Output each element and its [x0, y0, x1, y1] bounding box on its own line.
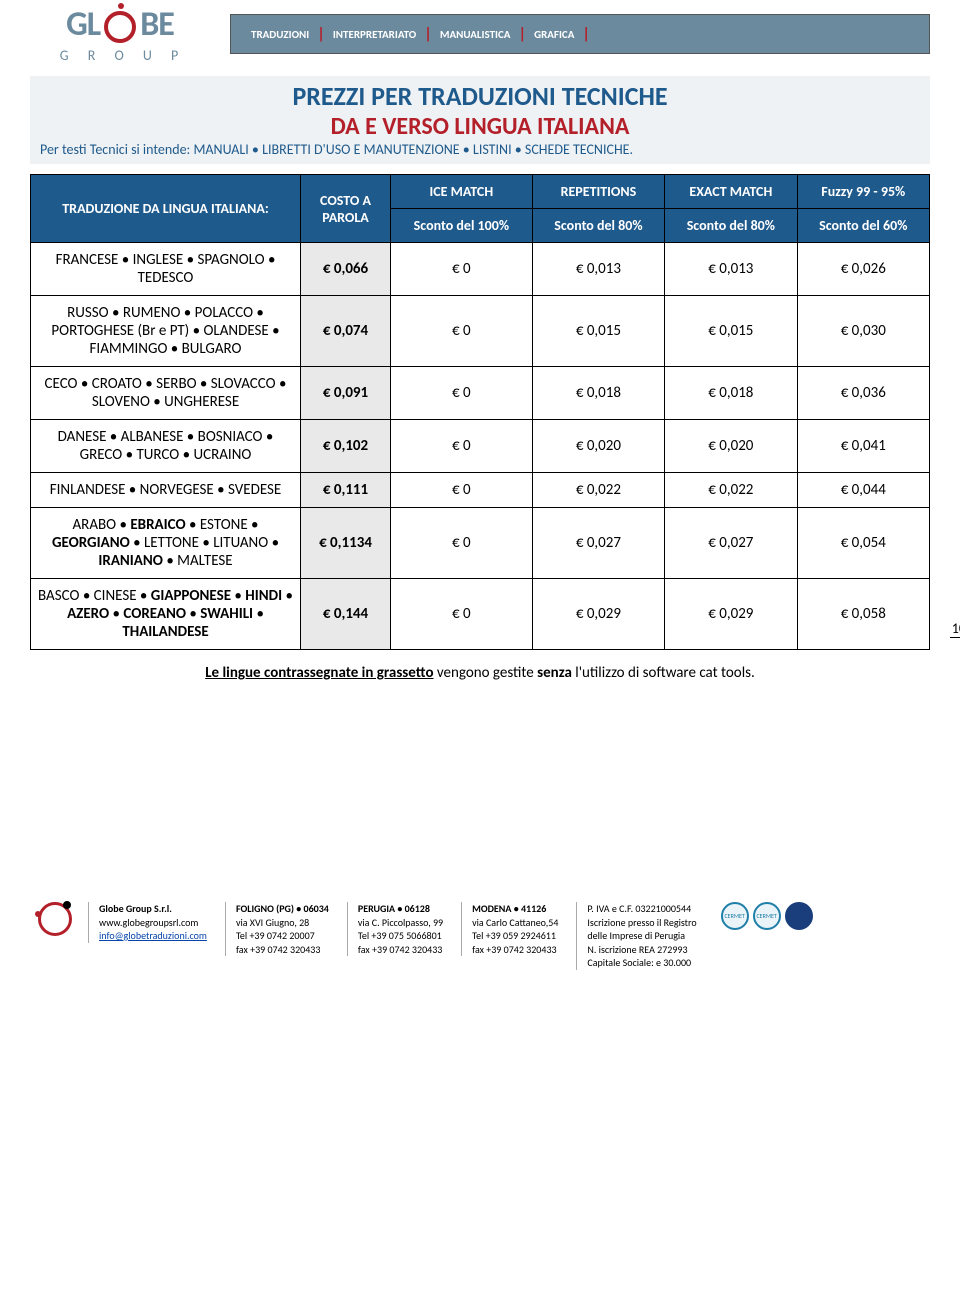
title-desc: Per testi Tecnici si intende: MANUALI • … [40, 141, 920, 158]
value-cell: € 0,022 [532, 473, 664, 508]
value-cell: € 0,054 [797, 508, 929, 579]
value-cell: € 0 [391, 243, 533, 296]
value-cell: € 0,029 [665, 579, 797, 650]
footer-logo-icon [30, 902, 80, 936]
value-cell: € 0,013 [532, 243, 664, 296]
cert-badges: CERMET CERMET [721, 902, 813, 930]
nav-item: TRADUZIONI [251, 28, 309, 41]
cert-badge-icon: CERMET [753, 902, 781, 930]
value-cell: € 0,018 [665, 367, 797, 420]
value-cell: € 0,044 [797, 473, 929, 508]
value-cell: € 0,041 [797, 420, 929, 473]
cost-cell: € 0,111 [301, 473, 391, 508]
value-cell: € 0,013 [665, 243, 797, 296]
th-cost: COSTO A PAROLA [301, 175, 391, 243]
row-label: ARABO • EBRAICO • ESTONE • GEORGIANO • L… [31, 508, 301, 579]
footer-company: Globe Group S.r.l. www.globegroupsrl.com… [88, 902, 217, 943]
th-sub: Sconto del 60% [797, 209, 929, 243]
logo: GL BE G R O U P [30, 4, 210, 64]
value-cell: € 0,058 [797, 579, 929, 650]
logo-group: G R O U P [60, 47, 187, 64]
price-table: TRADUZIONE DA LINGUA ITALIANA: COSTO A P… [30, 174, 930, 650]
footer-email-link[interactable]: info@globetraduzioni.com [99, 929, 207, 942]
value-cell: € 0 [391, 508, 533, 579]
footer-legal: P. IVA e C.F. 03221000544 Iscrizione pre… [576, 902, 706, 970]
title-sub: DA E VERSO LINGUA ITALIANA [40, 112, 920, 141]
cert-badge-icon [785, 902, 813, 930]
title-main: PREZZI PER TRADUZIONI TECNICHE [40, 80, 920, 112]
th-sub: Sconto del 80% [665, 209, 797, 243]
row-label: BASCO • CINESE • GIAPPONESE • HINDI • AZ… [31, 579, 301, 650]
row-label: FRANCESE • INGLESE • SPAGNOLO • TEDESCO [31, 243, 301, 296]
value-cell: € 0,015 [532, 296, 664, 367]
value-cell: € 0 [391, 420, 533, 473]
footer: Globe Group S.r.l. www.globegroupsrl.com… [0, 902, 960, 990]
th-col: REPETITIONS [532, 175, 664, 209]
cost-cell: € 0,074 [301, 296, 391, 367]
cost-cell: € 0,066 [301, 243, 391, 296]
row-label: RUSSO • RUMENO • POLACCO • PORTOGHESE (B… [31, 296, 301, 367]
footnote: Le lingue contrassegnate in grassetto ve… [30, 664, 930, 682]
footer-office: PERUGIA • 06128 via C. Piccolpasso, 99 T… [347, 902, 453, 956]
value-cell: € 0,026 [797, 243, 929, 296]
value-cell: € 0,030 [797, 296, 929, 367]
nav-item: MANUALISTICA [440, 28, 511, 41]
row-label: CECO • CROATO • SERBO • SLOVACCO • SLOVE… [31, 367, 301, 420]
footer-office: MODENA • 41126 via Carlo Cattaneo,54 Tel… [461, 902, 568, 956]
value-cell: € 0,027 [532, 508, 664, 579]
value-cell: € 0,029 [532, 579, 664, 650]
logo-text-right: BE [140, 4, 174, 45]
value-cell: € 0 [391, 579, 533, 650]
value-cell: € 0,015 [665, 296, 797, 367]
th-col: EXACT MATCH [665, 175, 797, 209]
th-rowlabel: TRADUZIONE DA LINGUA ITALIANA: [31, 175, 301, 243]
value-cell: € 0 [391, 367, 533, 420]
logo-text-left: GL [66, 4, 100, 45]
row-label: DANESE • ALBANESE • BOSNIACO • GRECO • T… [31, 420, 301, 473]
value-cell: € 0,018 [532, 367, 664, 420]
value-cell: € 0 [391, 296, 533, 367]
cost-cell: € 0,091 [301, 367, 391, 420]
value-cell: € 0,027 [665, 508, 797, 579]
nav-item: INTERPRETARIATO [333, 28, 416, 41]
page-number: 10 [950, 620, 960, 638]
value-cell: € 0 [391, 473, 533, 508]
cert-badge-icon: CERMET [721, 902, 749, 930]
th-col: Fuzzy 99 - 95% [797, 175, 929, 209]
value-cell: € 0,022 [665, 473, 797, 508]
value-cell: € 0,020 [665, 420, 797, 473]
value-cell: € 0,020 [532, 420, 664, 473]
value-cell: € 0,036 [797, 367, 929, 420]
title-block: PREZZI PER TRADUZIONI TECNICHE DA E VERS… [30, 76, 930, 164]
footer-office: FOLIGNO (PG) • 06034 via XVI Giugno, 28 … [225, 902, 339, 956]
cost-cell: € 0,1134 [301, 508, 391, 579]
th-col: ICE MATCH [391, 175, 533, 209]
cost-cell: € 0,102 [301, 420, 391, 473]
th-sub: Sconto del 100% [391, 209, 533, 243]
navbar: TRADUZIONI| INTERPRETARIATO| MANUALISTIC… [230, 14, 930, 54]
th-sub: Sconto del 80% [532, 209, 664, 243]
globe-icon [104, 11, 136, 43]
row-label: FINLANDESE • NORVEGESE • SVEDESE [31, 473, 301, 508]
nav-item: GRAFICA [534, 28, 574, 41]
cost-cell: € 0,144 [301, 579, 391, 650]
